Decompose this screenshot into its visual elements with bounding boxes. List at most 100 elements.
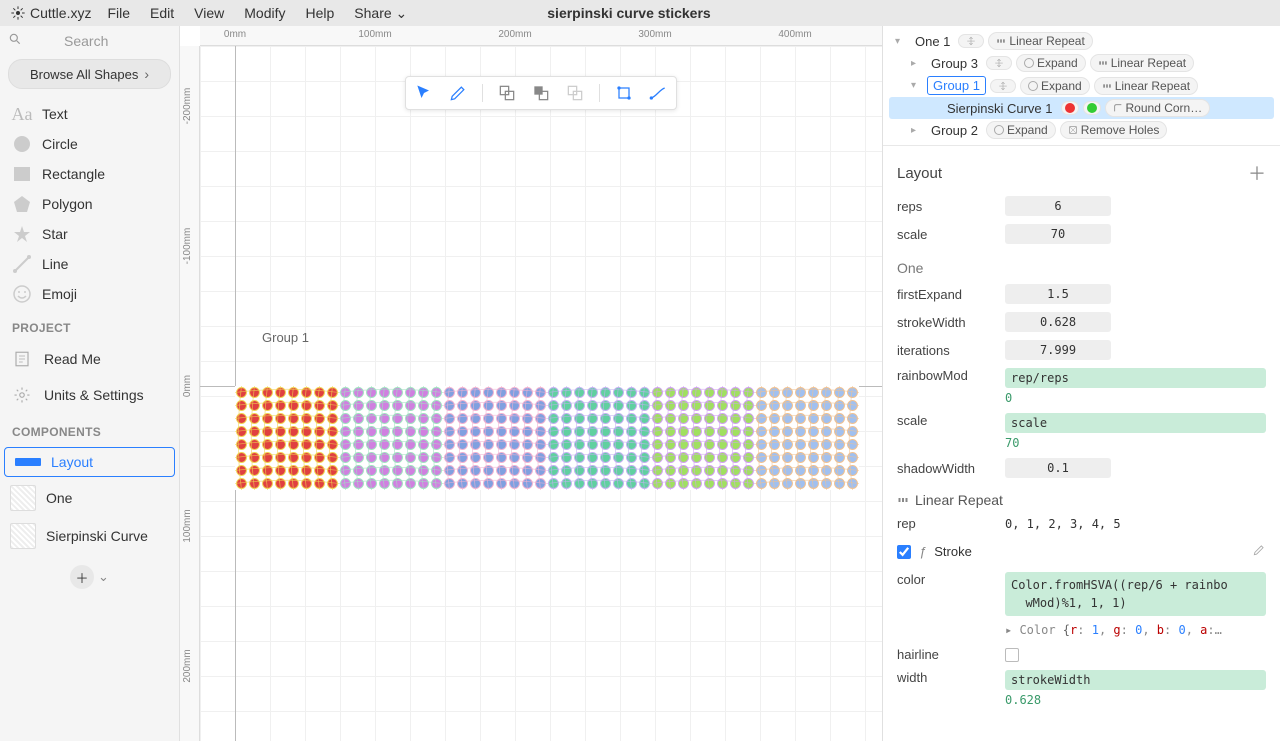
outline-row[interactable]: ▾ Group 1 ExpandLinear Repeat: [889, 74, 1274, 97]
gear-icon: [10, 383, 34, 407]
pill-modifier[interactable]: Remove Holes: [1060, 121, 1168, 139]
canvas-group-label: Group 1: [262, 330, 309, 345]
pill-expand[interactable]: Expand: [1020, 77, 1090, 95]
outline-row[interactable]: ▸ Group 2ExpandRemove Holes: [889, 119, 1274, 141]
component-item[interactable]: Layout: [4, 447, 175, 477]
star-icon: [12, 224, 32, 244]
hairline-checkbox[interactable]: [1005, 648, 1019, 662]
disclosure-icon[interactable]: ▸: [911, 58, 923, 69]
artwork[interactable]: [235, 386, 859, 490]
pill-move[interactable]: [958, 34, 984, 48]
pattern-tile[interactable]: [443, 386, 547, 490]
select-tool-icon[interactable]: [414, 83, 434, 103]
menu-help[interactable]: Help: [295, 2, 344, 24]
project-readme[interactable]: Read Me: [0, 341, 179, 377]
app-name: Cuttle.xyz: [30, 5, 91, 21]
param-expression[interactable]: scale: [1005, 413, 1266, 433]
param-value[interactable]: 6: [1005, 196, 1111, 216]
disclosure-icon[interactable]: ▾: [895, 36, 907, 47]
menu-modify[interactable]: Modify: [234, 2, 295, 24]
app-logo[interactable]: Cuttle.xyz: [10, 5, 91, 21]
readme-icon: [10, 347, 34, 371]
param-value[interactable]: 0.1: [1005, 458, 1111, 478]
stroke-enabled-checkbox[interactable]: [897, 545, 911, 559]
disclosure-icon[interactable]: ▾: [911, 80, 923, 91]
outline-row[interactable]: Sierpinski Curve 1 Round Corn…: [889, 97, 1274, 119]
pill-stroke[interactable]: [1083, 101, 1101, 115]
path-edit-icon[interactable]: [648, 83, 668, 103]
search-row[interactable]: Search: [0, 26, 179, 55]
component-item[interactable]: One: [0, 479, 179, 517]
vertical-ruler: -200mm-100mm0mm100mm200mm: [180, 46, 200, 741]
pattern-tile[interactable]: [547, 386, 651, 490]
outline-item-name[interactable]: One 1: [911, 33, 954, 50]
param-value[interactable]: 1.5: [1005, 284, 1111, 304]
document-title: sierpinski curve stickers: [547, 5, 710, 21]
canvas-area[interactable]: 0mm100mm200mm300mm400mm -200mm-100mm0mm1…: [180, 26, 882, 741]
shape-polygon[interactable]: Polygon: [6, 189, 173, 219]
floating-toolbar: [405, 76, 677, 110]
param-value[interactable]: 0.628: [1005, 312, 1111, 332]
transform-icon[interactable]: [614, 83, 634, 103]
polygon-icon: [12, 194, 32, 214]
shape-text[interactable]: AaText: [6, 99, 173, 129]
param-expression[interactable]: rep/reps: [1005, 368, 1266, 388]
param-label: color: [897, 572, 1005, 587]
canvas[interactable]: Group 1: [200, 46, 882, 741]
pill-modifier[interactable]: Linear Repeat: [988, 32, 1092, 50]
param-value[interactable]: 70: [1005, 224, 1111, 244]
param-value[interactable]: 7.999: [1005, 340, 1111, 360]
pattern-tile[interactable]: [755, 386, 859, 490]
shape-rect[interactable]: Rectangle: [6, 159, 173, 189]
pattern-tile[interactable]: [651, 386, 755, 490]
pill-expand[interactable]: Expand: [1016, 54, 1086, 72]
pill-modifier[interactable]: Linear Repeat: [1094, 77, 1198, 95]
pill-expand[interactable]: Expand: [986, 121, 1056, 139]
pill-modifier[interactable]: Round Corn…: [1105, 99, 1211, 117]
pattern-tile[interactable]: [339, 386, 443, 490]
chevron-down-icon: ⌄: [396, 5, 408, 21]
outline-item-name[interactable]: Group 2: [927, 122, 982, 139]
pen-tool-icon[interactable]: [448, 83, 468, 103]
param-row: scale scale 70: [897, 409, 1266, 454]
pill-move[interactable]: [990, 79, 1016, 93]
menu-view[interactable]: View: [184, 2, 234, 24]
union-icon[interactable]: [497, 83, 517, 103]
add-param-icon[interactable]: ＋: [1248, 160, 1266, 186]
param-label: rainbowMod: [897, 368, 1005, 383]
shape-emoji[interactable]: Emoji: [6, 279, 173, 309]
disclosure-icon[interactable]: ▸: [911, 125, 923, 136]
component-item[interactable]: Sierpinski Curve: [0, 517, 179, 555]
search-icon: [8, 32, 22, 49]
project-gear[interactable]: Units & Settings: [0, 377, 179, 413]
shape-star[interactable]: Star: [6, 219, 173, 249]
menu-edit[interactable]: Edit: [140, 2, 184, 24]
intersect-icon[interactable]: [565, 83, 585, 103]
shape-line[interactable]: Line: [6, 249, 173, 279]
pill-move[interactable]: [986, 56, 1012, 70]
pattern-tile[interactable]: [235, 386, 339, 490]
left-sidebar: Search Browse All Shapes › AaTextCircleR…: [0, 26, 180, 741]
outline-row[interactable]: ▸ Group 3 ExpandLinear Repeat: [889, 52, 1274, 74]
add-component[interactable]: ＋ ⌄: [70, 565, 109, 589]
edit-icon[interactable]: [1252, 543, 1266, 560]
param-row: color Color.fromHSVA((rep/6 + rainbo wMo…: [897, 568, 1266, 643]
subtract-icon[interactable]: [531, 83, 551, 103]
outline-item-name[interactable]: Group 3: [927, 55, 982, 72]
width-expression[interactable]: strokeWidth: [1005, 670, 1266, 690]
menu-share[interactable]: Share ⌄: [344, 2, 417, 25]
outline-item-name[interactable]: Group 1: [927, 76, 986, 95]
menu-file[interactable]: File: [97, 2, 140, 24]
pill-modifier[interactable]: Linear Repeat: [1090, 54, 1194, 72]
outline-row[interactable]: ▾ One 1 Linear Repeat: [889, 30, 1274, 52]
param-label: scale: [897, 413, 1005, 428]
color-expression[interactable]: Color.fromHSVA((rep/6 + rainbo wMod)%1, …: [1005, 572, 1266, 616]
width-evaluated: 0.628: [1005, 693, 1266, 707]
param-row: hairline: [897, 643, 1266, 666]
stroke-header: ƒ Stroke: [897, 535, 1266, 568]
pill-fill[interactable]: [1061, 101, 1079, 115]
outline-item-name[interactable]: Sierpinski Curve 1: [943, 100, 1057, 117]
component-thumb: [15, 458, 41, 466]
browse-all-shapes[interactable]: Browse All Shapes ›: [8, 59, 171, 89]
shape-circle[interactable]: Circle: [6, 129, 173, 159]
